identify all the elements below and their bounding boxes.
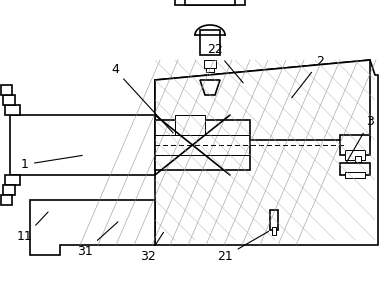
Bar	[345, 150, 365, 160]
Bar	[185, 0, 235, 5]
Polygon shape	[3, 185, 15, 195]
Text: 2: 2	[292, 55, 324, 98]
Bar	[270, 210, 278, 230]
Polygon shape	[155, 120, 250, 170]
Bar	[340, 135, 370, 155]
Polygon shape	[155, 60, 370, 140]
Bar	[355, 156, 361, 162]
Bar	[206, 68, 214, 72]
Text: 1: 1	[21, 155, 82, 171]
Bar	[175, 115, 205, 135]
Polygon shape	[5, 105, 20, 115]
Polygon shape	[200, 80, 220, 95]
Bar	[272, 227, 276, 235]
Bar	[345, 172, 365, 178]
Polygon shape	[155, 60, 378, 245]
Bar	[175, 0, 245, 5]
Polygon shape	[1, 195, 12, 205]
Polygon shape	[3, 95, 15, 105]
Polygon shape	[30, 200, 155, 255]
Text: 31: 31	[77, 222, 118, 258]
Text: 32: 32	[140, 232, 164, 263]
Text: 22: 22	[207, 43, 243, 83]
Bar	[340, 163, 370, 175]
Polygon shape	[5, 175, 20, 185]
Text: 4: 4	[111, 63, 173, 133]
Bar	[204, 60, 216, 68]
Text: 11: 11	[17, 212, 48, 243]
Text: 3: 3	[346, 115, 374, 163]
Bar	[200, 30, 220, 55]
Polygon shape	[1, 85, 12, 95]
Text: 21: 21	[217, 231, 269, 263]
Polygon shape	[10, 115, 155, 175]
